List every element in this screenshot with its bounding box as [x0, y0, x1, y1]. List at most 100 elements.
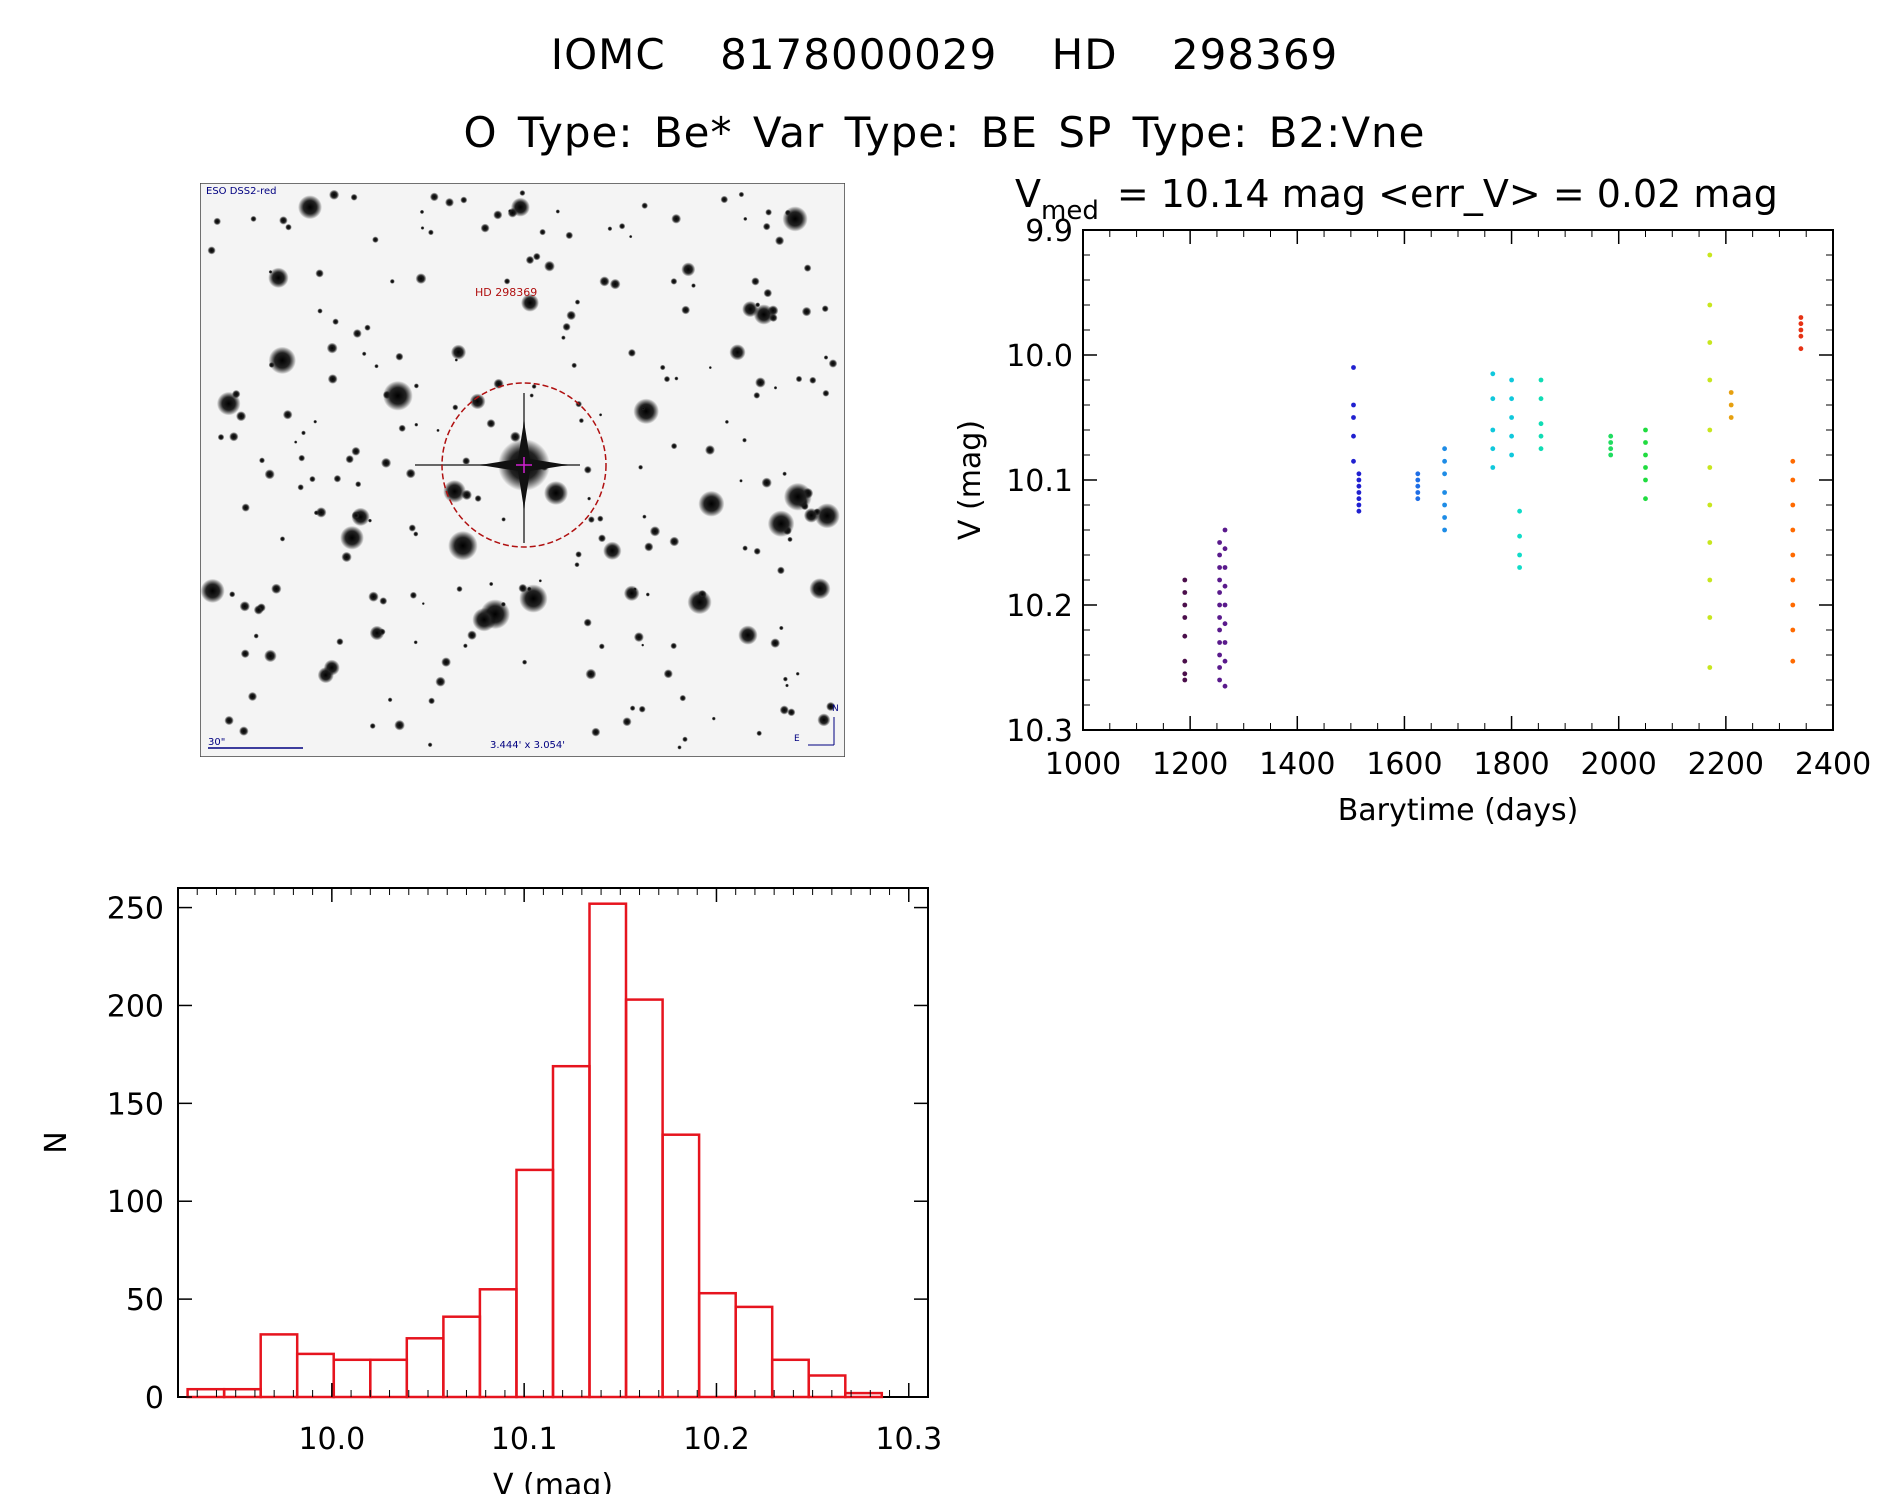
hist-bar [332, 1358, 372, 1399]
star [645, 592, 650, 597]
lc-data-point [1356, 496, 1362, 502]
lc-data-point [1707, 577, 1713, 583]
star [236, 411, 247, 422]
lc-data-point [1707, 377, 1713, 383]
lc-data-point [1217, 652, 1222, 658]
star [574, 299, 581, 305]
lc-data-point [1707, 252, 1713, 258]
star [809, 376, 817, 384]
star [445, 197, 454, 207]
hist-bar [369, 1358, 409, 1399]
star [239, 601, 250, 612]
lc-data-point [1707, 502, 1713, 508]
star [755, 302, 761, 308]
star [742, 437, 747, 443]
lc-data-point [1442, 471, 1447, 477]
lc-data-point [1728, 402, 1734, 408]
lc-data-point [1356, 490, 1362, 495]
star [663, 375, 671, 383]
star [216, 391, 241, 416]
star [670, 642, 677, 650]
star [368, 591, 379, 602]
scale-label: 30" [208, 737, 225, 748]
lc-data-point [1222, 546, 1228, 552]
star [241, 503, 250, 512]
star [633, 398, 659, 425]
star [738, 191, 745, 198]
lc-data-point [1643, 427, 1648, 433]
star [450, 344, 467, 360]
lc-data-point [1790, 477, 1796, 483]
lc-data-point [1217, 602, 1222, 608]
star [323, 659, 340, 676]
hist-bar [295, 1352, 335, 1399]
star [809, 578, 831, 600]
star [229, 432, 239, 442]
lc-data-point [1538, 377, 1544, 383]
star [372, 236, 379, 243]
lc-data-point [1217, 665, 1222, 670]
lc-plot-frame [1082, 229, 1834, 731]
star [644, 542, 654, 552]
star [463, 643, 468, 649]
lc-data-point [1790, 552, 1796, 558]
star [472, 607, 496, 632]
star [341, 551, 352, 563]
star [508, 209, 512, 213]
lc-data-point [1707, 302, 1713, 308]
lc-data-point [1217, 577, 1222, 583]
lc-data-point [1217, 552, 1222, 558]
star [603, 541, 622, 560]
star [250, 215, 257, 222]
lc-data-point [1490, 396, 1496, 402]
lc-data-point [1608, 433, 1614, 439]
lc-x-tick-label: 2400 [1795, 747, 1871, 782]
star [474, 495, 482, 502]
star [670, 442, 678, 450]
star [313, 419, 318, 424]
star [408, 524, 416, 532]
star [405, 468, 416, 479]
star [217, 433, 225, 441]
hist-bar [478, 1288, 518, 1399]
star [454, 358, 458, 362]
lc-data-point [1182, 633, 1188, 639]
star [649, 526, 661, 537]
lc-data-point [1790, 627, 1796, 633]
hist-bar [661, 1133, 701, 1399]
survey-label: ESO DSS2-red [206, 186, 276, 197]
star [413, 640, 418, 645]
hist-bar [807, 1374, 847, 1399]
lc-data-point [1798, 327, 1804, 333]
lc-data-point [1442, 458, 1447, 464]
star [607, 226, 613, 232]
lc-data-point [1538, 421, 1544, 427]
star [642, 514, 647, 519]
star [352, 329, 362, 338]
lc-data-point [1351, 458, 1356, 464]
lc-data-point [1790, 602, 1796, 608]
lc-data-point [1643, 496, 1648, 502]
star [641, 643, 645, 647]
star [756, 730, 762, 737]
star [801, 306, 812, 317]
star [698, 589, 707, 599]
star [738, 625, 758, 645]
star [268, 346, 296, 375]
star [420, 226, 425, 230]
lc-data-point [1517, 552, 1522, 558]
star [379, 628, 386, 636]
lc-data-point [1538, 433, 1544, 439]
star [268, 362, 275, 368]
star [681, 305, 691, 315]
lc-data-point [1356, 502, 1362, 508]
star [336, 638, 344, 646]
star [486, 419, 496, 428]
star [583, 618, 592, 627]
lc-data-point [1222, 683, 1228, 689]
hist-x-tick-label: 10.0 [298, 1422, 365, 1457]
lc-x-tick-label: 2000 [1581, 747, 1657, 782]
star [814, 503, 840, 529]
star [823, 355, 829, 360]
